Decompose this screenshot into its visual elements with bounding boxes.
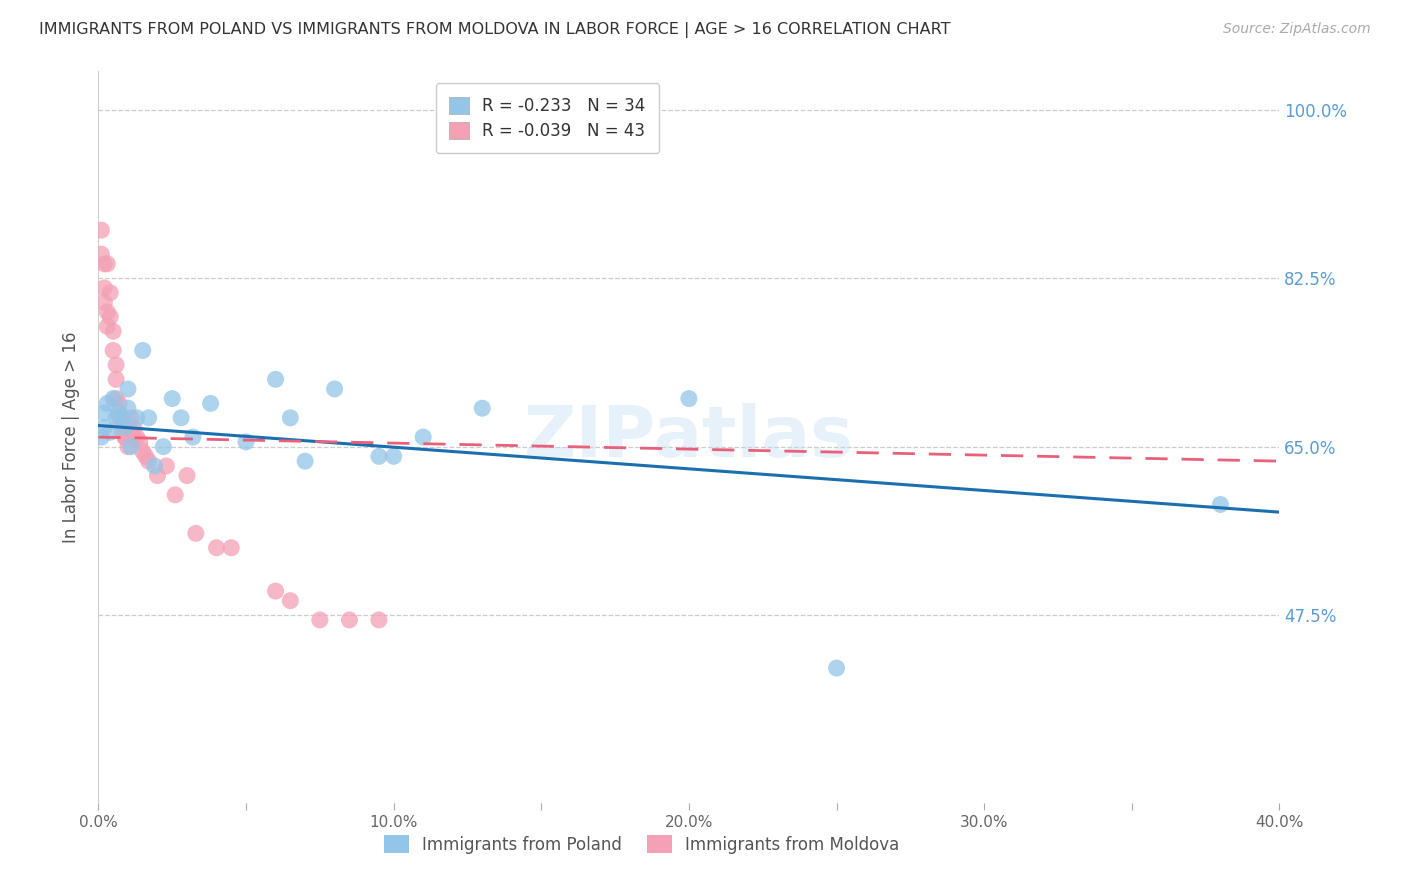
Point: [105, 372, 128, 386]
Legend: Immigrants from Poland, Immigrants from Moldova: Immigrants from Poland, Immigrants from …: [377, 829, 907, 860]
Point: [280, 593, 302, 607]
Point: [90, 223, 112, 237]
Point: [96, 257, 118, 271]
Text: ZIPatlas: ZIPatlas: [524, 402, 853, 472]
Point: [128, 434, 150, 449]
Point: [165, 488, 187, 502]
Point: [98, 285, 121, 300]
Text: Source: ZipAtlas.com: Source: ZipAtlas.com: [1223, 22, 1371, 37]
Text: IMMIGRANTS FROM POLAND VS IMMIGRANTS FROM MOLDOVA IN LABOR FORCE | AGE > 16 CORR: IMMIGRANTS FROM POLAND VS IMMIGRANTS FRO…: [39, 22, 950, 38]
Point: [143, 458, 166, 473]
Point: [93, 406, 115, 420]
Point: [98, 425, 121, 440]
Point: [105, 410, 128, 425]
Point: [162, 392, 183, 406]
Point: [125, 430, 148, 444]
Point: [96, 319, 118, 334]
Point: [96, 305, 118, 319]
Point: [96, 396, 118, 410]
Point: [111, 410, 134, 425]
Point: [152, 440, 174, 454]
Point: [90, 430, 112, 444]
Point: [125, 410, 148, 425]
Point: [135, 450, 157, 464]
Point: [1209, 498, 1232, 512]
Point: [117, 382, 139, 396]
Point: [108, 406, 131, 420]
Point: [114, 430, 136, 444]
Point: [111, 410, 134, 425]
Point: [114, 430, 136, 444]
Point: [280, 410, 302, 425]
Point: [93, 420, 115, 434]
Point: [184, 526, 207, 541]
Point: [120, 410, 142, 425]
Point: [235, 434, 257, 449]
Point: [170, 410, 193, 425]
Point: [146, 468, 169, 483]
Point: [111, 425, 134, 440]
Point: [323, 382, 346, 396]
Point: [471, 401, 494, 416]
Point: [105, 392, 128, 406]
Point: [93, 295, 115, 310]
Point: [108, 410, 131, 425]
Point: [221, 541, 243, 555]
Point: [93, 281, 115, 295]
Point: [132, 444, 155, 458]
Point: [93, 257, 115, 271]
Point: [176, 468, 198, 483]
Point: [117, 401, 139, 416]
Point: [138, 454, 160, 468]
Point: [368, 613, 391, 627]
Point: [368, 450, 391, 464]
Y-axis label: In Labor Force | Age > 16: In Labor Force | Age > 16: [62, 331, 80, 543]
Point: [181, 430, 204, 444]
Point: [103, 343, 125, 358]
Point: [264, 584, 287, 599]
Point: [103, 324, 125, 338]
Point: [339, 613, 361, 627]
Point: [264, 372, 287, 386]
Point: [294, 454, 316, 468]
Point: [117, 440, 139, 454]
Point: [200, 396, 222, 410]
Point: [120, 440, 142, 454]
Point: [105, 358, 128, 372]
Point: [132, 343, 155, 358]
Point: [412, 430, 434, 444]
Point: [309, 613, 332, 627]
Point: [138, 410, 160, 425]
Point: [108, 396, 131, 410]
Point: [117, 425, 139, 440]
Point: [825, 661, 848, 675]
Point: [678, 392, 700, 406]
Point: [90, 247, 112, 261]
Point: [103, 392, 125, 406]
Point: [98, 310, 121, 324]
Point: [122, 430, 145, 444]
Point: [155, 458, 177, 473]
Point: [205, 541, 228, 555]
Point: [114, 420, 136, 434]
Point: [382, 450, 405, 464]
Point: [122, 420, 145, 434]
